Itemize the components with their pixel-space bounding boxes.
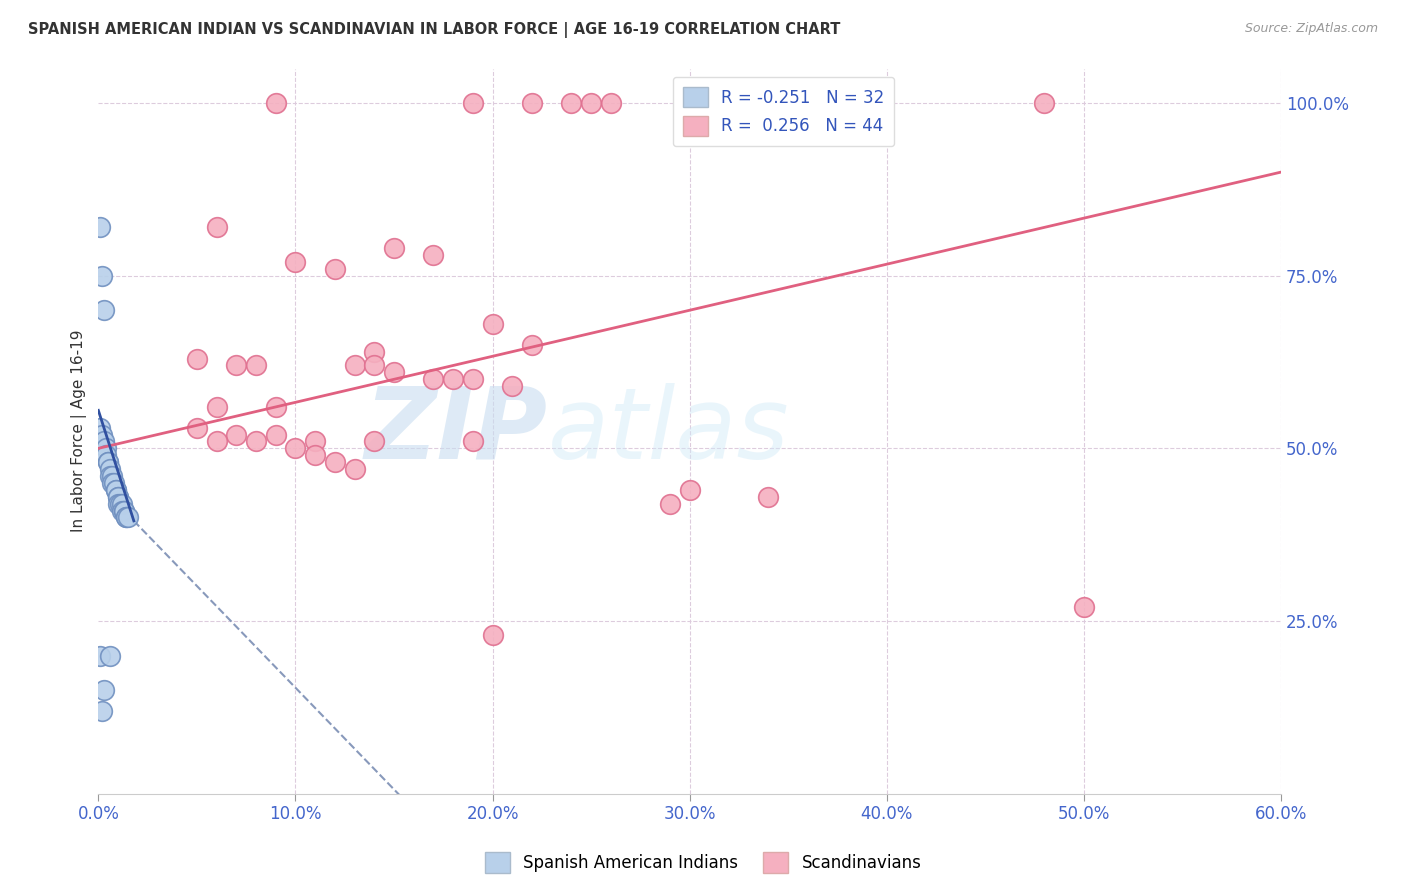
Point	[112, 503, 135, 517]
Point	[560, 96, 582, 111]
Point	[115, 510, 138, 524]
Point	[107, 497, 129, 511]
Point	[89, 648, 111, 663]
Point	[186, 351, 208, 366]
Point	[579, 96, 602, 111]
Point	[96, 448, 118, 462]
Point	[382, 241, 405, 255]
Point	[501, 379, 523, 393]
Point	[264, 96, 287, 111]
Point	[205, 434, 228, 449]
Text: SPANISH AMERICAN INDIAN VS SCANDINAVIAN IN LABOR FORCE | AGE 16-19 CORRELATION C: SPANISH AMERICAN INDIAN VS SCANDINAVIAN …	[28, 22, 841, 38]
Point	[91, 427, 114, 442]
Point	[1033, 96, 1056, 111]
Text: ZIP: ZIP	[364, 383, 548, 480]
Point	[422, 248, 444, 262]
Point	[103, 475, 125, 490]
Point	[481, 628, 503, 642]
Point	[108, 497, 131, 511]
Point	[363, 359, 385, 373]
Point	[363, 344, 385, 359]
Point	[105, 483, 128, 497]
Point	[205, 220, 228, 235]
Point	[186, 420, 208, 434]
Point	[679, 483, 702, 497]
Point	[89, 420, 111, 434]
Text: atlas: atlas	[548, 383, 789, 480]
Point	[599, 96, 621, 111]
Point	[225, 359, 247, 373]
Point	[98, 462, 121, 476]
Point	[96, 442, 118, 456]
Point	[323, 261, 346, 276]
Point	[105, 483, 128, 497]
Legend: R = -0.251   N = 32, R =  0.256   N = 44: R = -0.251 N = 32, R = 0.256 N = 44	[672, 77, 894, 146]
Point	[343, 359, 366, 373]
Point	[245, 434, 267, 449]
Point	[323, 455, 346, 469]
Point	[520, 96, 543, 111]
Point	[343, 462, 366, 476]
Point	[264, 427, 287, 442]
Point	[461, 434, 484, 449]
Point	[107, 490, 129, 504]
Legend: Spanish American Indians, Scandinavians: Spanish American Indians, Scandinavians	[478, 846, 928, 880]
Point	[284, 442, 307, 456]
Point	[101, 469, 124, 483]
Point	[111, 503, 134, 517]
Point	[284, 255, 307, 269]
Point	[461, 372, 484, 386]
Point	[481, 317, 503, 331]
Text: Source: ZipAtlas.com: Source: ZipAtlas.com	[1244, 22, 1378, 36]
Y-axis label: In Labor Force | Age 16-19: In Labor Force | Age 16-19	[72, 330, 87, 533]
Point	[1073, 600, 1095, 615]
Point	[97, 455, 120, 469]
Point	[117, 510, 139, 524]
Point	[93, 434, 115, 449]
Point	[93, 303, 115, 318]
Point	[264, 400, 287, 414]
Point	[112, 503, 135, 517]
Point	[658, 497, 681, 511]
Point	[225, 427, 247, 442]
Point	[304, 434, 326, 449]
Point	[101, 475, 124, 490]
Point	[205, 400, 228, 414]
Point	[115, 510, 138, 524]
Point	[98, 469, 121, 483]
Point	[91, 268, 114, 283]
Point	[111, 497, 134, 511]
Point	[363, 434, 385, 449]
Point	[382, 365, 405, 379]
Point	[758, 490, 780, 504]
Point	[89, 220, 111, 235]
Point	[520, 338, 543, 352]
Point	[422, 372, 444, 386]
Point	[97, 455, 120, 469]
Point	[304, 448, 326, 462]
Point	[91, 704, 114, 718]
Point	[245, 359, 267, 373]
Point	[107, 490, 129, 504]
Point	[461, 96, 484, 111]
Point	[98, 648, 121, 663]
Point	[441, 372, 464, 386]
Point	[93, 683, 115, 698]
